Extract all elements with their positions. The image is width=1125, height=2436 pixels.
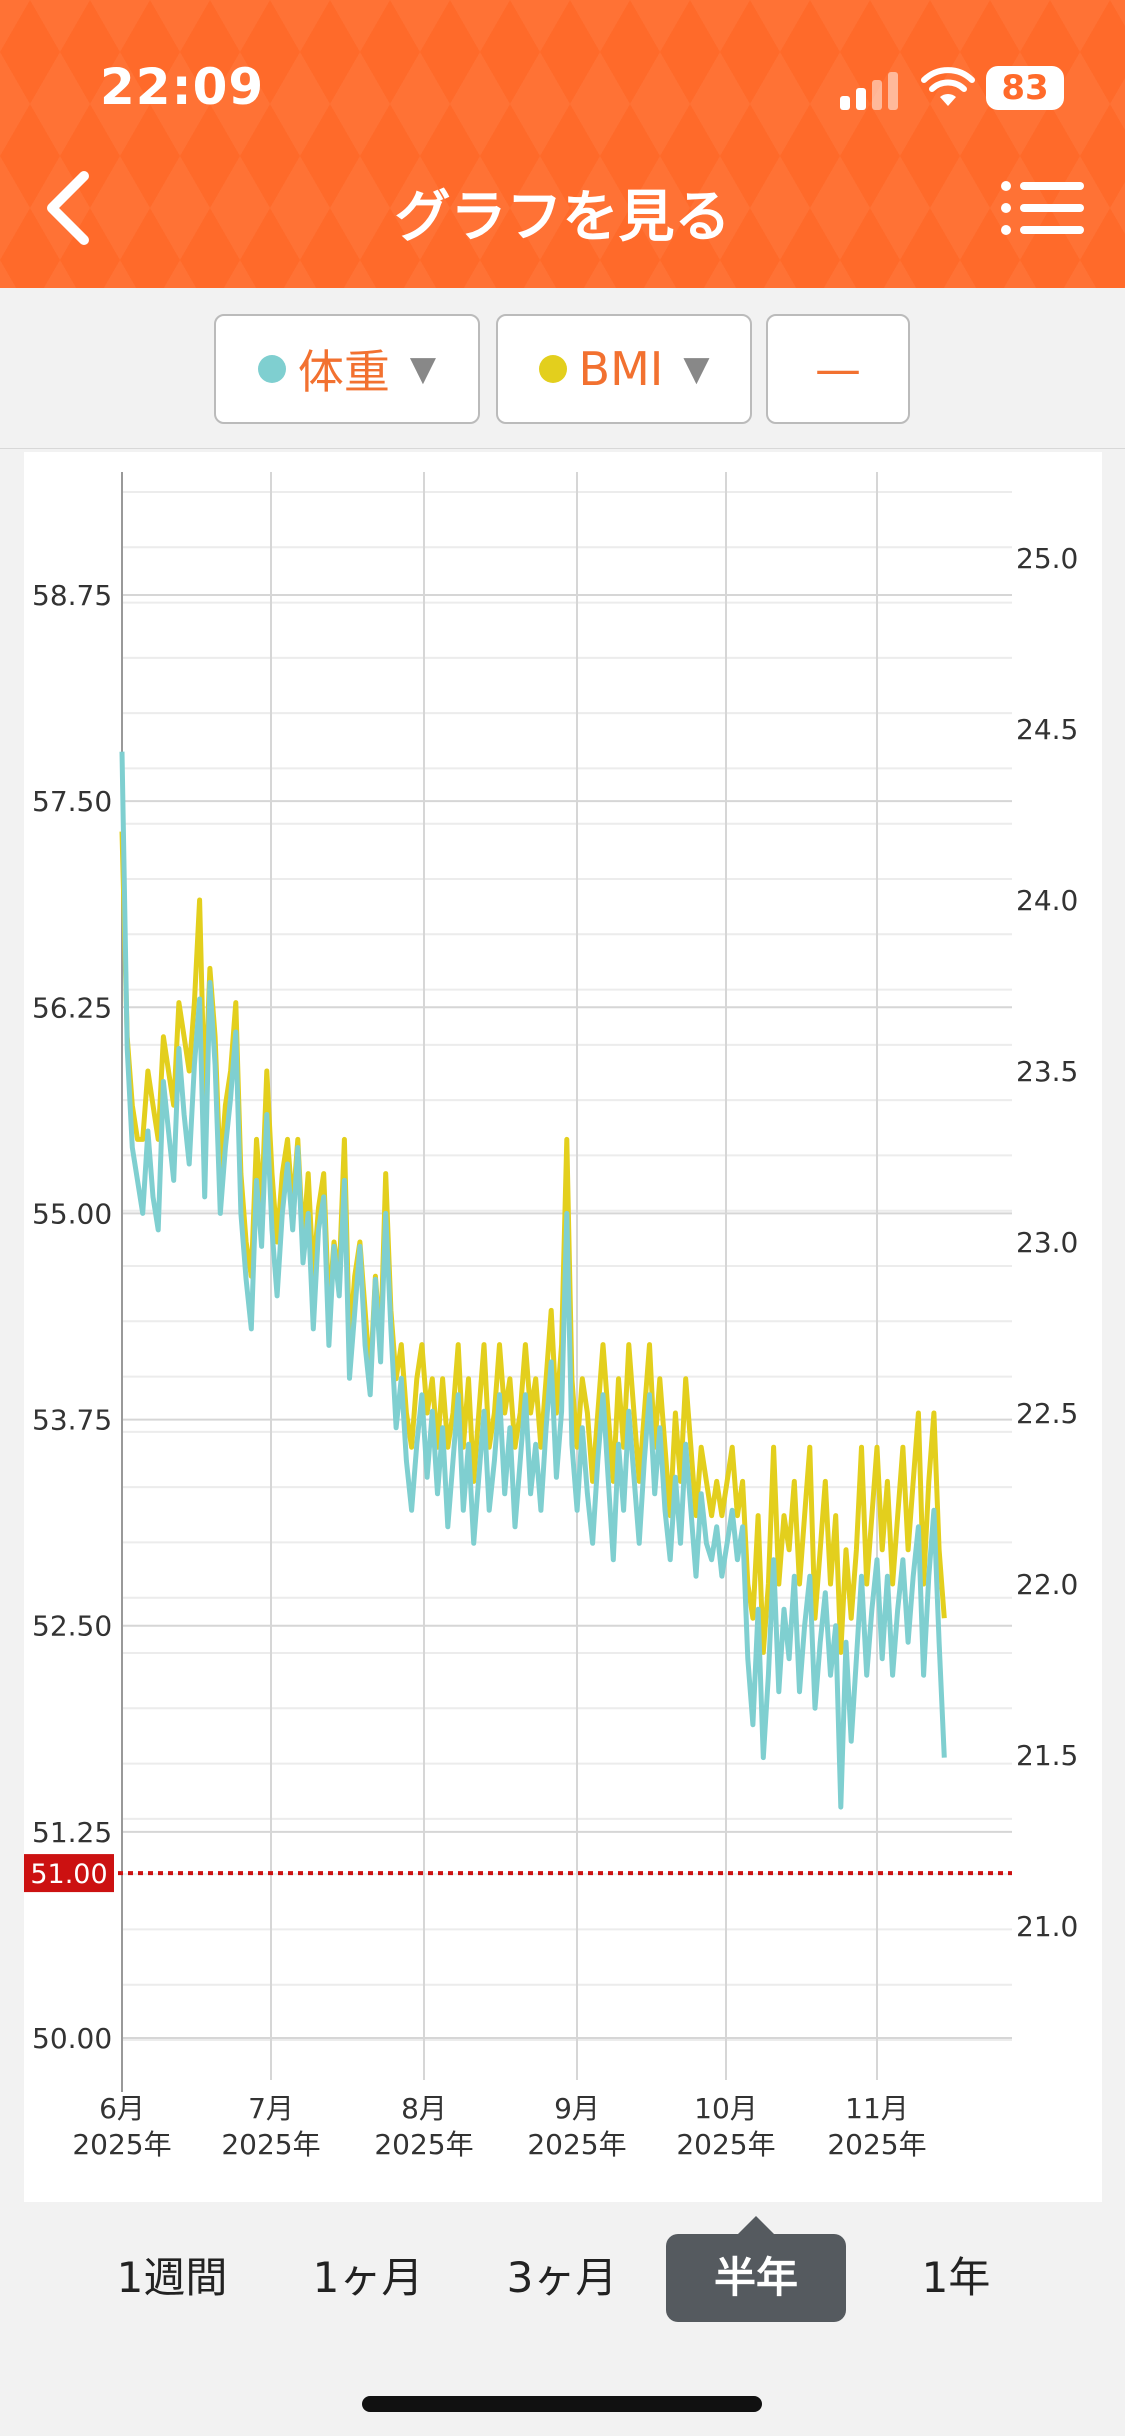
target-badge — [24, 1854, 114, 1893]
tab-0[interactable]: 1週間 — [116, 2253, 228, 2302]
secondary-series-dot — [538, 355, 567, 383]
right-axis-tick-label: 24.0 — [1016, 884, 1078, 917]
back-chevron-icon[interactable] — [40, 168, 100, 248]
chart-panel: 58.75 57.50 56.25 55.00 53.75 52.50 51.25 50.00… — [24, 452, 1102, 2202]
right-axis-tick-label: 22.5 — [1016, 1397, 1078, 1430]
x-tick-year-label: 2025年 — [72, 2128, 171, 2161]
weight-series-line — [119, 751, 947, 1810]
left-axis-tick-label: 50.00 — [32, 2022, 112, 2055]
tab-4[interactable]: 1年 — [921, 2253, 991, 2302]
right-axis-tick-label: 21.5 — [1016, 1739, 1078, 1772]
secondary-series-label: BMI — [578, 342, 664, 396]
tab-1[interactable]: 1ヶ月 — [312, 2253, 424, 2302]
left-axis-tick-label: 55.00 — [32, 1197, 112, 1230]
third-series-label: — — [815, 342, 861, 396]
period-tabs: 1週間 1ヶ月 3ヶ月 半年 1年 — [0, 2206, 1125, 2336]
target-label: 51.00 — [30, 1859, 107, 1890]
dropdown-arrow-icon: ▼ — [409, 349, 437, 389]
primary-series-dropdown[interactable]: 体重 ▼ — [214, 314, 480, 424]
x-tick-year-label: 2025年 — [374, 2128, 473, 2161]
app-header: 22:09 83 グラフを見る — [0, 0, 1125, 288]
left-axis-tick-label: 57.50 — [32, 785, 112, 818]
x-tick-month-label: 11月 — [845, 2092, 909, 2125]
left-axis-tick-label: 52.50 — [32, 1610, 112, 1643]
right-axis-tick-label: 23.0 — [1016, 1226, 1078, 1259]
left-axis-tick-label: 51.25 — [32, 1816, 112, 1849]
menu-icon[interactable] — [1000, 180, 1086, 236]
x-tick-month-label: 7月 — [248, 2092, 294, 2125]
right-axis-tick-label: 24.5 — [1016, 713, 1078, 746]
primary-series-label: 体重 — [297, 345, 390, 399]
status-time: 22:09 — [100, 58, 265, 116]
primary-series-dot — [257, 355, 286, 383]
x-tick-year-label: 2025年 — [827, 2128, 926, 2161]
dropdown-arrow-icon: ▼ — [683, 349, 710, 389]
wifi-icon — [921, 67, 975, 106]
secondary-series-dropdown[interactable]: BMI ▼ — [496, 314, 752, 424]
left-axis-tick-label: 53.75 — [32, 1404, 112, 1437]
cellular-signal-icon — [840, 70, 900, 110]
battery-icon: 83 — [986, 66, 1064, 110]
x-tick-month-label: 9月 — [554, 2092, 600, 2125]
page-title: グラフを見る — [394, 185, 731, 250]
x-tick-year-label: 2025年 — [676, 2128, 775, 2161]
home-indicator — [362, 2396, 762, 2412]
third-series-button[interactable]: — — [766, 314, 910, 424]
series-selector: 体重 ▼ BMI ▼ — — [0, 288, 1125, 449]
x-tick-year-label: 2025年 — [527, 2128, 626, 2161]
left-axis-tick-label: 56.25 — [32, 991, 112, 1024]
weight-bmi-chart: 58.75 57.50 56.25 55.00 53.75 52.50 51.25 50.00… — [24, 472, 1078, 2161]
tab-3[interactable]: 半年 — [666, 2234, 846, 2322]
tab-2[interactable]: 3ヶ月 — [506, 2253, 618, 2302]
right-axis-tick-label: 23.5 — [1016, 1055, 1078, 1088]
x-tick-month-label: 6月 — [99, 2092, 145, 2125]
right-axis-tick-label: 22.0 — [1016, 1568, 1078, 1601]
bmi-series-line — [119, 831, 947, 1655]
active-tab-pointer — [738, 2216, 774, 2234]
right-axis-tick-label: 25.0 — [1016, 542, 1078, 575]
left-axis-tick-label: 58.75 — [32, 579, 112, 612]
x-tick-month-label: 8月 — [401, 2092, 447, 2125]
x-tick-month-label: 10月 — [694, 2092, 758, 2125]
right-axis-tick-label: 21.0 — [1016, 1910, 1078, 1943]
x-tick-year-label: 2025年 — [221, 2128, 320, 2161]
